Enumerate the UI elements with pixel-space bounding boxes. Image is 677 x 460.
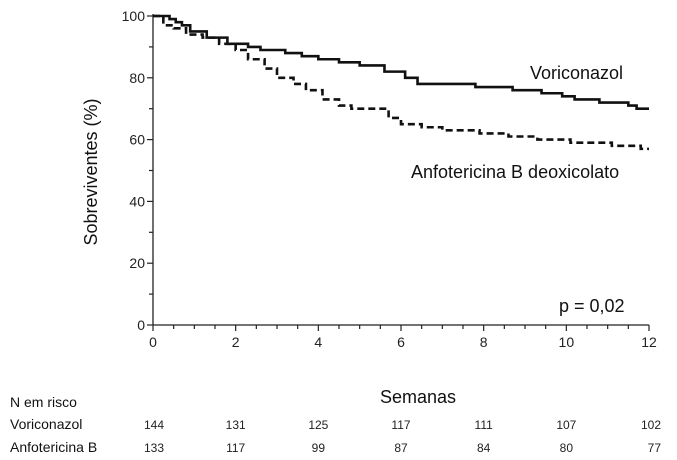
y-axis-label-group: Sobreviventes (%) — [81, 98, 101, 245]
p-value-annotation: p = 0,02 — [559, 296, 625, 316]
risk-value: 102 — [641, 418, 661, 432]
risk-value: 84 — [477, 441, 491, 455]
risk-value: 107 — [556, 418, 576, 432]
y-axis-label: Sobreviventes (%) — [81, 98, 101, 245]
y-tick-label: 60 — [129, 132, 145, 148]
x-axis-label: Semanas — [380, 387, 456, 407]
y-tick-label: 40 — [129, 193, 145, 209]
risk-value: 125 — [308, 418, 328, 432]
risk-value: 117 — [226, 441, 245, 455]
risk-table-values: 144 131 125 117 111 107 102 133 117 99 87 84 80 77 — [144, 418, 661, 455]
series-label-voriconazol: Voriconazol — [530, 63, 623, 83]
axes: 0 20 40 60 80 100 0 2 4 6 8 10 12 — [122, 8, 657, 350]
y-tick-label: 100 — [122, 8, 146, 24]
risk-value: 80 — [560, 441, 574, 455]
risk-row-name-anfotericina: Anfotericina B — [10, 439, 97, 455]
x-tick-label: 4 — [314, 334, 322, 350]
y-tick-label: 80 — [129, 70, 145, 86]
risk-value: 144 — [144, 418, 164, 432]
risk-value: 77 — [648, 441, 662, 455]
x-tick-label: 10 — [559, 334, 575, 350]
risk-value: 117 — [391, 418, 410, 432]
risk-value: 87 — [394, 441, 408, 455]
risk-value: 133 — [144, 441, 164, 455]
x-tick-label: 6 — [397, 334, 405, 350]
x-tick-label: 12 — [641, 334, 657, 350]
risk-value: 99 — [312, 441, 326, 455]
y-tick-label: 20 — [129, 255, 145, 271]
x-tick-label: 8 — [480, 334, 488, 350]
y-tick-label: 0 — [137, 317, 145, 333]
series-line-1 — [153, 14, 649, 151]
risk-table-header: N em risco — [10, 394, 77, 410]
x-tick-label: 0 — [149, 334, 157, 350]
series-label-anfotericina: Anfotericina B deoxicolato — [411, 162, 619, 182]
risk-row-name-voriconazol: Voriconazol — [10, 416, 82, 432]
risk-value: 111 — [475, 418, 494, 432]
series-lines — [153, 14, 649, 151]
x-tick-label: 2 — [232, 334, 240, 350]
series-line-0 — [153, 14, 649, 110]
risk-value: 131 — [226, 418, 246, 432]
